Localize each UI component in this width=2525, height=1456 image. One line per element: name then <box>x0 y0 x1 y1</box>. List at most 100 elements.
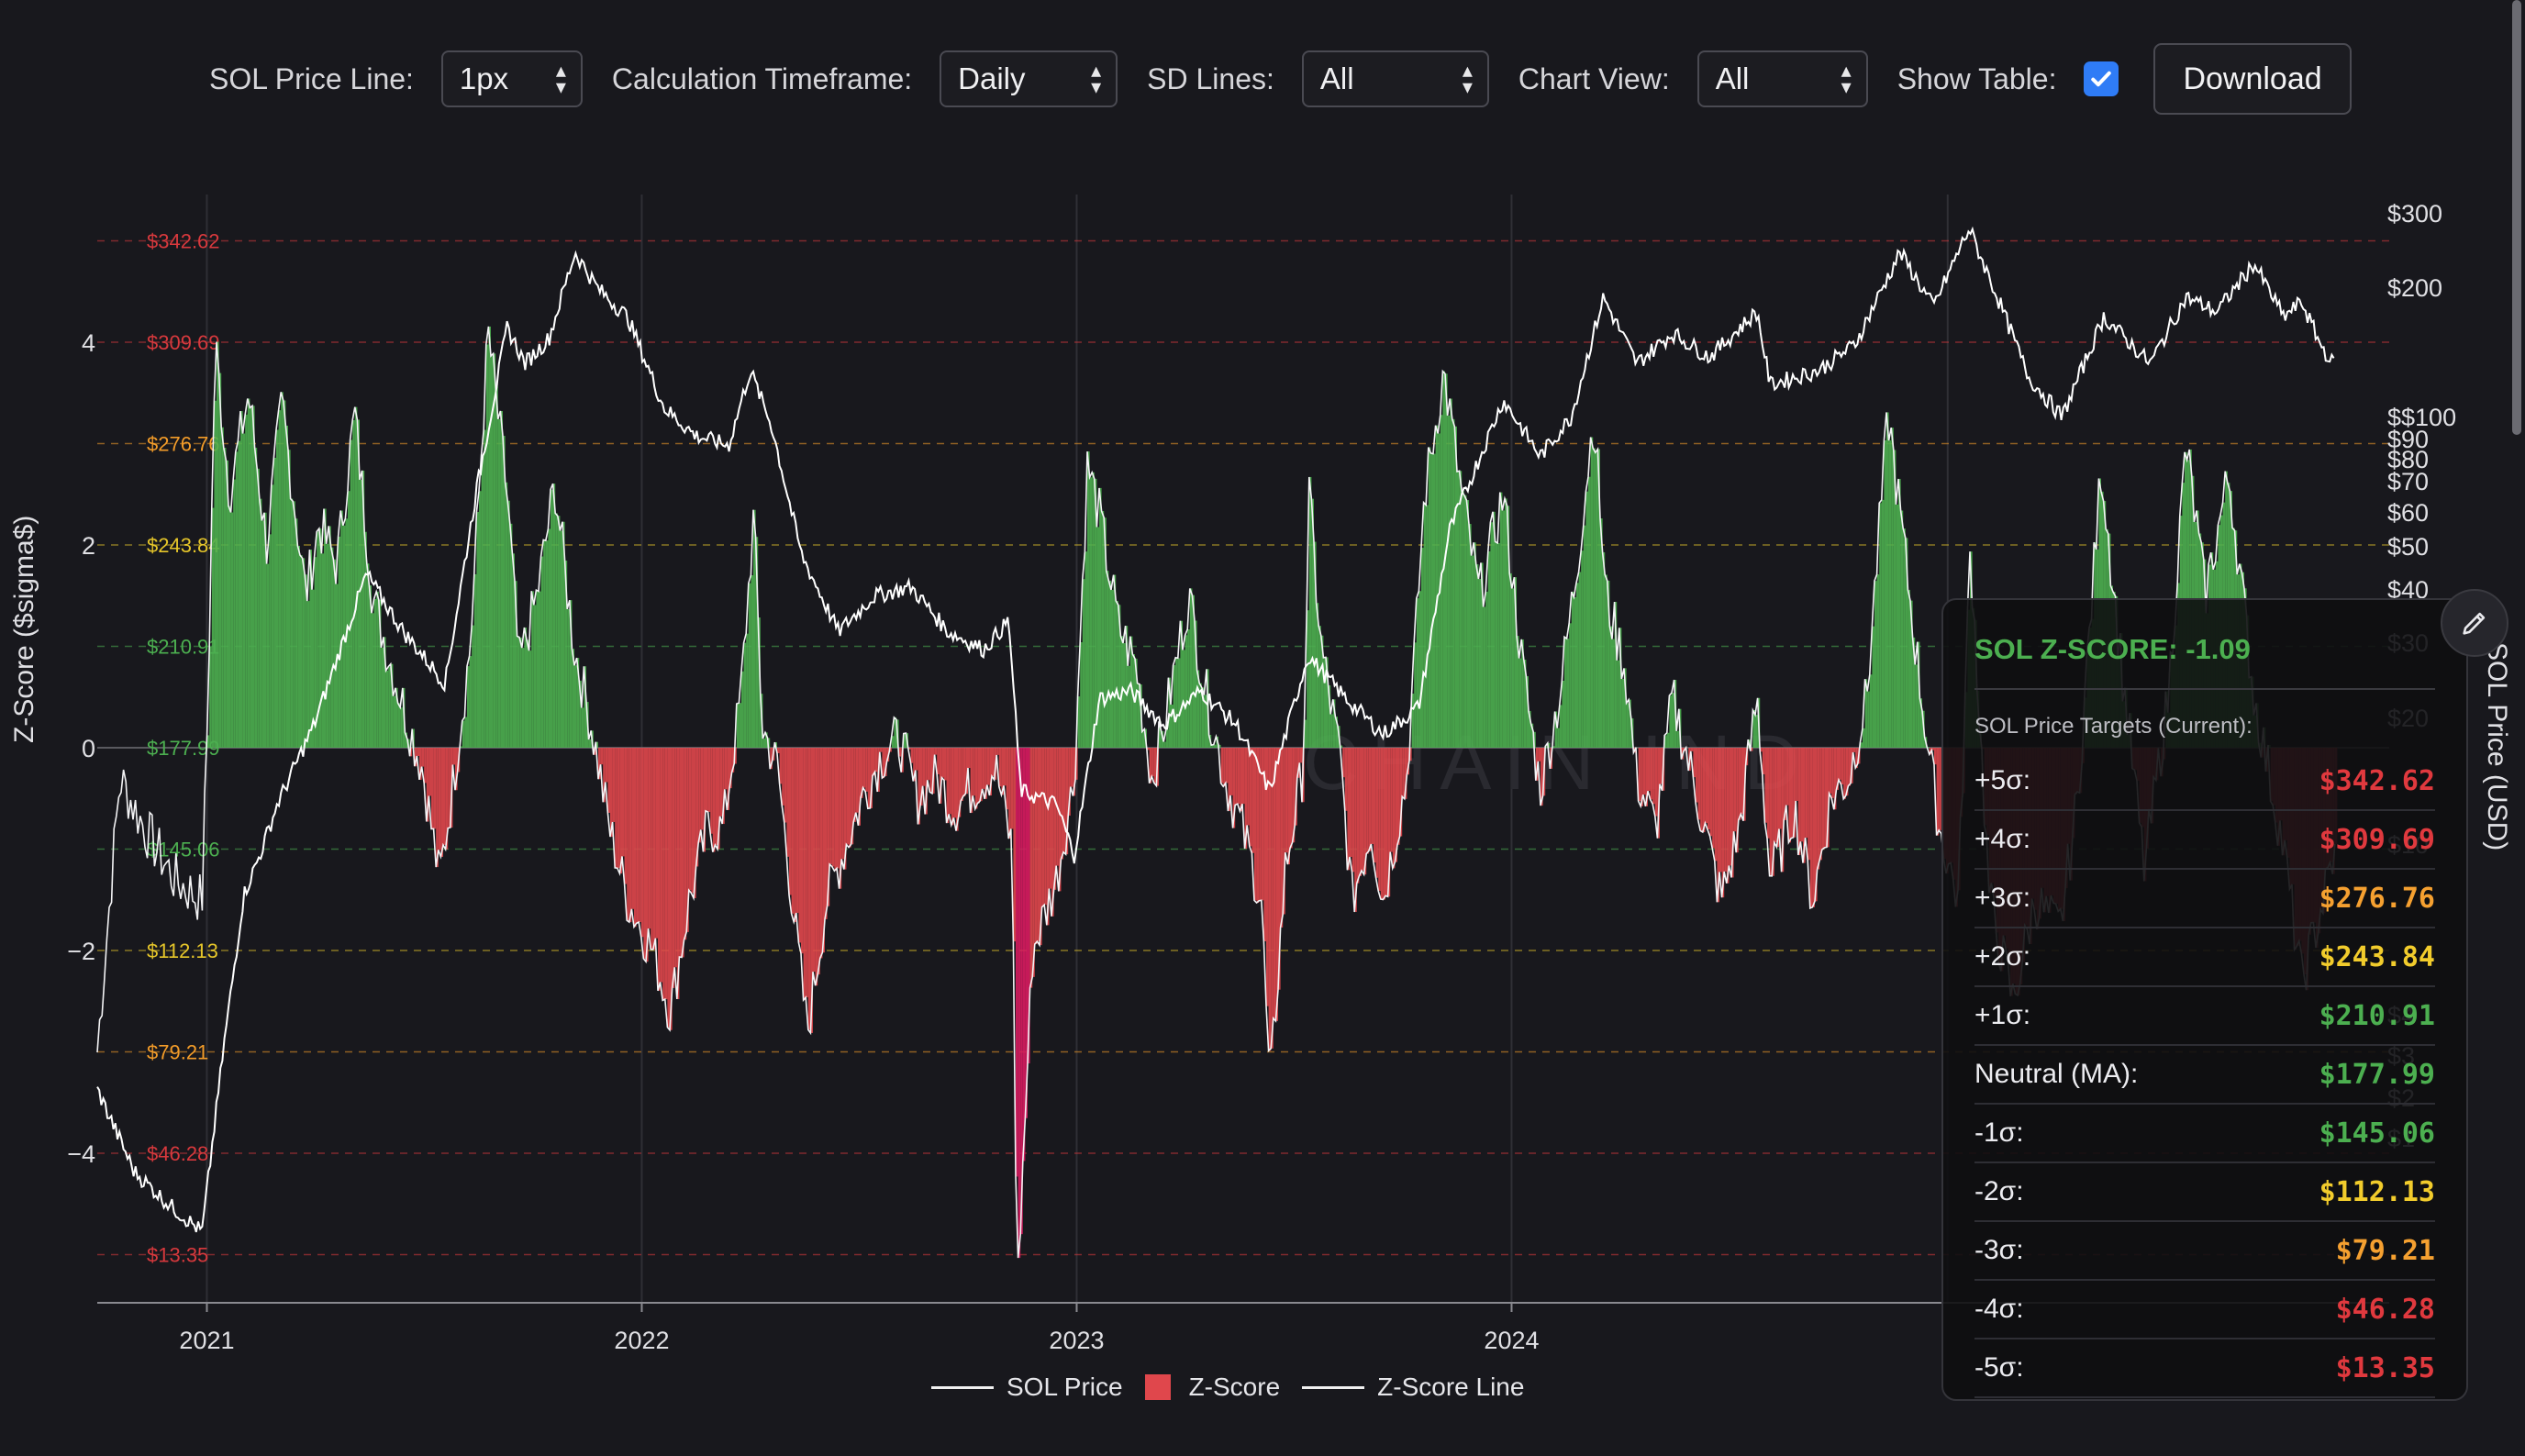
zscore-bar-negative <box>1261 748 1264 901</box>
zscore-bar-negative <box>1817 748 1820 870</box>
zscore-bar-positive <box>1664 735 1667 748</box>
zscore-bar-positive <box>1900 510 1904 748</box>
zscore-bar-negative <box>455 748 458 791</box>
edit-button[interactable] <box>2441 589 2508 657</box>
zscore-bar-negative <box>1359 748 1362 876</box>
zscore-bar-positive <box>1881 499 1885 748</box>
zscore-bar-positive <box>1554 711 1558 748</box>
zscore-bar-positive <box>1316 603 1319 748</box>
sd-lines-select[interactable]: All ▴ ▾ <box>1301 50 1489 107</box>
zscore-bar-negative <box>1843 748 1846 799</box>
zscore-bar-negative <box>1032 748 1035 977</box>
zscore-bar-negative <box>409 748 413 757</box>
price-line-select[interactable]: 1px ▴ ▾ <box>440 50 583 107</box>
zscore-bar-positive <box>1077 696 1081 748</box>
zscore-bar-negative <box>989 748 992 796</box>
zscore-bar-positive <box>894 717 896 748</box>
zscore-bar-positive <box>551 489 553 748</box>
zscore-bar-positive <box>1898 478 1901 748</box>
price-target-label: +1σ: <box>1974 1000 2031 1030</box>
zscore-bar-negative <box>962 748 966 796</box>
timeframe-select[interactable]: Daily ▴ ▾ <box>940 50 1118 107</box>
legend-item-zscore-line[interactable]: Z-Score Line <box>1302 1373 1524 1402</box>
zscore-bar-negative <box>1772 748 1774 876</box>
zscore-bar-negative <box>929 748 932 793</box>
timeframe-label: Calculation Timeframe: <box>611 61 913 95</box>
zscore-bar-positive <box>1435 425 1439 748</box>
zscore-bar-negative <box>1147 748 1150 750</box>
zscore-bar-positive <box>481 454 484 748</box>
zscore-bar-negative <box>1741 748 1743 815</box>
zscore-bar-positive <box>366 563 370 748</box>
zscore-bar-positive <box>1590 437 1594 748</box>
zscore-bar-positive <box>1123 642 1126 748</box>
zscore-bar-positive <box>388 666 391 748</box>
zscore-bar-positive <box>297 545 300 748</box>
zscore-bar-negative <box>827 748 830 906</box>
zscore-bar-positive <box>1585 491 1588 748</box>
zscore-bar-negative <box>722 748 725 825</box>
zscore-bar-negative <box>1378 748 1381 892</box>
up-down-chevron-icon: ▴ ▾ <box>555 59 566 98</box>
zscore-bar-negative <box>1040 748 1042 946</box>
zscore-bar-negative <box>1719 748 1722 872</box>
y2-tick-label: $80 <box>2387 446 2429 473</box>
zscore-bar-negative <box>1232 748 1236 828</box>
zscore-bar-negative <box>982 748 985 789</box>
sd-level-label: $145.06 <box>147 839 220 861</box>
zscore-bar-positive <box>373 599 377 748</box>
zscore-bar-negative <box>915 748 918 771</box>
zscore-bar-positive <box>1669 695 1672 748</box>
zscore-bar-positive <box>1583 525 1586 748</box>
zscore-bar-positive <box>238 440 240 748</box>
zscore-bar-positive <box>1495 541 1498 748</box>
zscore-bar-negative <box>619 748 622 874</box>
zscore-bar-positive <box>1332 699 1336 748</box>
zscore-bar-positive <box>1891 428 1894 748</box>
zscore-bar-negative <box>719 748 723 817</box>
zscore-bar-negative <box>724 748 728 790</box>
zscore-bar-positive <box>1087 451 1090 748</box>
zscore-bar-negative <box>1354 748 1357 912</box>
zscore-bar-negative <box>706 748 708 811</box>
zscore-bar-positive <box>254 448 258 748</box>
zscore-bar-positive <box>1141 731 1145 748</box>
zscore-bar-positive <box>1180 620 1183 748</box>
download-button[interactable]: Download <box>2153 43 2352 115</box>
zscore-bar-negative <box>662 748 665 1001</box>
zscore-bar-negative <box>858 748 861 826</box>
zscore-bar-positive <box>350 439 353 748</box>
zscore-bar-positive <box>762 738 765 748</box>
zscore-bar-negative <box>818 748 820 975</box>
chart-view-value: All <box>1715 61 1750 95</box>
zscore-bar-negative <box>1290 748 1293 849</box>
zscore-bar-positive <box>1168 677 1171 748</box>
zscore-bar-negative <box>1697 748 1701 820</box>
zscore-bar-positive <box>1442 371 1445 748</box>
page-scrollbar[interactable] <box>2512 0 2521 435</box>
zscore-bar-positive <box>503 436 506 748</box>
zscore-bar-positive <box>1185 635 1188 748</box>
legend-item-sol-price[interactable]: SOL Price <box>931 1373 1123 1402</box>
zscore-bar-positive <box>588 739 592 748</box>
zscore-bar-positive <box>257 468 260 748</box>
zscore-bar-negative <box>1273 748 1276 1018</box>
timeframe-value: Daily <box>958 61 1026 95</box>
zscore-bar-negative <box>1852 748 1856 752</box>
price-target-row: +2σ: $243.84 <box>1974 928 2435 987</box>
zscore-bar-negative <box>1292 748 1296 843</box>
zscore-bar-positive <box>1101 511 1105 748</box>
legend-item-zscore[interactable]: Z-Score <box>1144 1373 1280 1402</box>
zscore-bar-positive <box>767 738 771 748</box>
zscore-bar-negative <box>1237 748 1240 805</box>
zscore-bar-positive <box>1511 588 1515 748</box>
show-table-checkbox[interactable] <box>2084 61 2119 96</box>
zscore-bar-negative <box>1660 748 1663 784</box>
chart-view-select[interactable]: All ▴ ▾ <box>1696 50 1868 107</box>
zscore-bar-positive <box>314 557 317 748</box>
zscore-bar-positive <box>1578 572 1582 748</box>
zscore-bar-positive <box>317 531 319 748</box>
zscore-bar-negative <box>1762 748 1765 774</box>
zscore-bar-positive <box>1204 695 1207 748</box>
zscore-bar-positive <box>1869 674 1873 748</box>
